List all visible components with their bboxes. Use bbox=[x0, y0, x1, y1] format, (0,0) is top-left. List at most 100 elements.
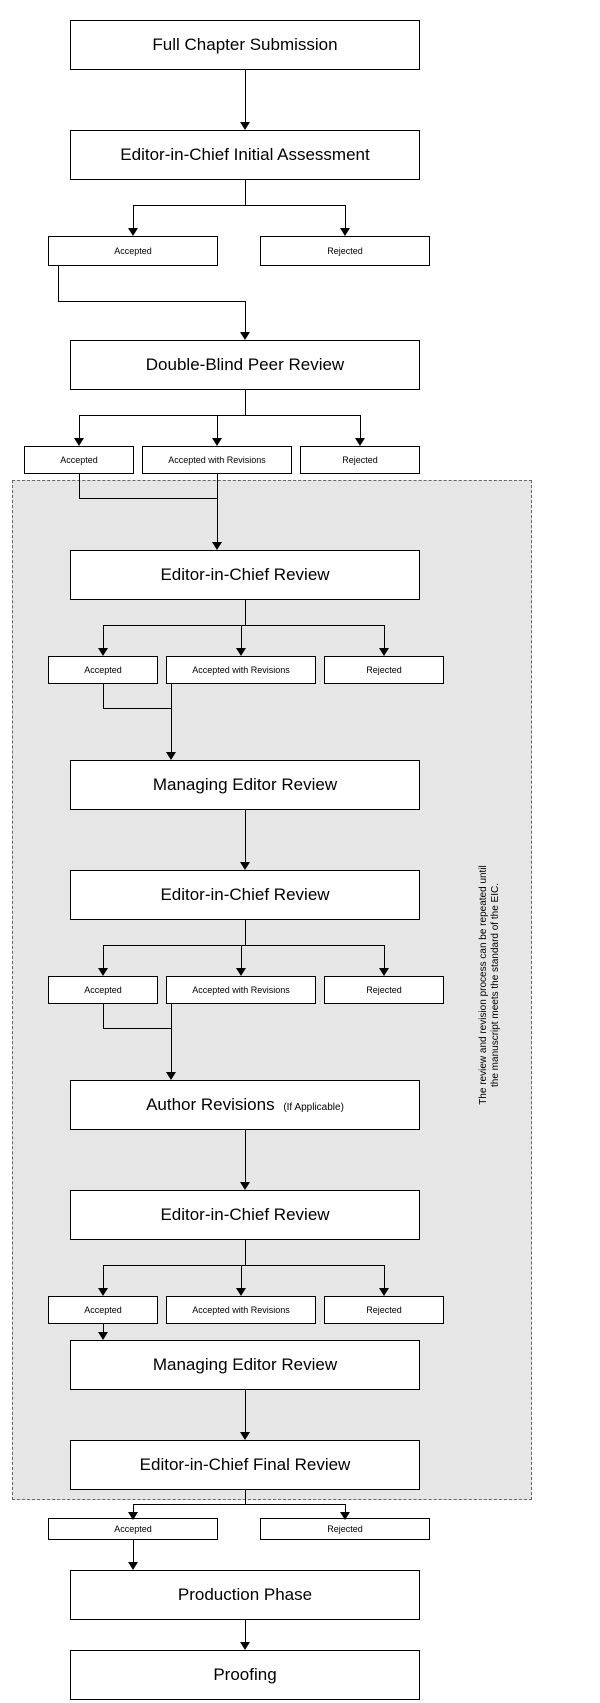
step-10-label: Editor-in-Chief Final Review bbox=[140, 1455, 351, 1475]
step-9-box: Managing Editor Review bbox=[70, 1340, 420, 1390]
conn-accept2-right bbox=[58, 301, 245, 302]
conn-8-b bbox=[241, 1265, 242, 1288]
conn-7-8 bbox=[245, 1130, 246, 1182]
conn-3a-down bbox=[79, 474, 80, 498]
row10-accept-box: Accepted bbox=[48, 1518, 218, 1540]
conn-8-a-head bbox=[98, 1288, 108, 1296]
row2-accept-label: Accepted bbox=[114, 246, 152, 256]
step-7-box: Author Revisions (If Applicable) bbox=[70, 1080, 420, 1130]
conn-8-split-stem bbox=[245, 1240, 246, 1265]
conn-7-8-head bbox=[240, 1182, 250, 1190]
step-4-box: Editor-in-Chief Review bbox=[70, 550, 420, 600]
step-3-label: Double-Blind Peer Review bbox=[146, 355, 344, 375]
conn-accept2-into3 bbox=[245, 301, 246, 332]
conn-3-a bbox=[79, 415, 80, 438]
row3-reject-box: Rejected bbox=[300, 446, 420, 474]
conn-3-c-head bbox=[355, 438, 365, 446]
step-7-note: (If Applicable) bbox=[283, 1102, 344, 1113]
row6-reject-box: Rejected bbox=[324, 976, 444, 1004]
conn-11-12 bbox=[245, 1620, 246, 1642]
step-10-box: Editor-in-Chief Final Review bbox=[70, 1440, 420, 1490]
row4-reject-label: Rejected bbox=[366, 665, 402, 675]
step-1-box: Full Chapter Submission bbox=[70, 20, 420, 70]
step-7-label: Author Revisions bbox=[146, 1095, 275, 1114]
row2-reject-label: Rejected bbox=[327, 246, 363, 256]
row4-revise-label: Accepted with Revisions bbox=[192, 665, 290, 675]
conn-8a-down bbox=[103, 1324, 104, 1332]
conn-4-split-stem bbox=[245, 600, 246, 625]
conn-6-c-head bbox=[379, 968, 389, 976]
row6-revise-box: Accepted with Revisions bbox=[166, 976, 316, 1004]
row6-accept-box: Accepted bbox=[48, 976, 158, 1004]
conn-4-c bbox=[384, 625, 385, 648]
conn-3-b bbox=[217, 415, 218, 438]
row3-reject-label: Rejected bbox=[342, 455, 378, 465]
conn-2-to-accept bbox=[133, 205, 134, 228]
row10-reject-box: Rejected bbox=[260, 1518, 430, 1540]
conn-3-split-stem bbox=[245, 390, 246, 415]
step-6-box: Editor-in-Chief Review bbox=[70, 870, 420, 920]
conn-1-2 bbox=[245, 70, 246, 122]
side-note-line-b: the manuscript meets the standard of the… bbox=[490, 883, 501, 1087]
step-8-label: Editor-in-Chief Review bbox=[160, 1205, 329, 1225]
step-12-box: Proofing bbox=[70, 1650, 420, 1700]
conn-3-a-head bbox=[74, 438, 84, 446]
step-11-label: Production Phase bbox=[178, 1585, 312, 1605]
conn-6-b bbox=[241, 945, 242, 968]
row8-reject-box: Rejected bbox=[324, 1296, 444, 1324]
row8-revise-box: Accepted with Revisions bbox=[166, 1296, 316, 1324]
conn-10-split-bar bbox=[133, 1504, 345, 1505]
conn-3ab-join bbox=[79, 498, 217, 499]
conn-4-split-bar bbox=[103, 625, 384, 626]
conn-9-10 bbox=[245, 1390, 246, 1432]
conn-8-c bbox=[384, 1265, 385, 1288]
conn-4b-down bbox=[171, 684, 172, 708]
conn-3b-down bbox=[217, 474, 218, 498]
conn-6-c bbox=[384, 945, 385, 968]
row4-revise-box: Accepted with Revisions bbox=[166, 656, 316, 684]
step-2-box: Editor-in-Chief Initial Assessment bbox=[70, 130, 420, 180]
conn-8-a bbox=[103, 1265, 104, 1288]
row8-accept-label: Accepted bbox=[84, 1305, 122, 1315]
row8-accept-box: Accepted bbox=[48, 1296, 158, 1324]
conn-2-split-stem bbox=[245, 180, 246, 205]
conn-4ab-into5 bbox=[171, 708, 172, 752]
conn-2-to-reject bbox=[345, 205, 346, 228]
conn-6-a bbox=[103, 945, 104, 968]
conn-4a-down bbox=[103, 684, 104, 708]
conn-5-6 bbox=[245, 810, 246, 862]
step-6-label: Editor-in-Chief Review bbox=[160, 885, 329, 905]
conn-4-b-head bbox=[236, 648, 246, 656]
conn-10a-into11 bbox=[133, 1540, 134, 1562]
conn-4-c-head bbox=[379, 648, 389, 656]
conn-4-a bbox=[103, 625, 104, 648]
conn-11-12-head bbox=[240, 1642, 250, 1650]
conn-6ab-join bbox=[103, 1028, 171, 1029]
conn-6-split-bar bbox=[103, 945, 384, 946]
row2-accept-box: Accepted bbox=[48, 236, 218, 266]
row3-revise-box: Accepted with Revisions bbox=[142, 446, 292, 474]
row8-revise-label: Accepted with Revisions bbox=[192, 1305, 290, 1315]
step-9-label: Managing Editor Review bbox=[153, 1355, 337, 1375]
conn-4ab-join bbox=[103, 708, 171, 709]
conn-3-b-head bbox=[212, 438, 222, 446]
conn-10-split-stem bbox=[245, 1490, 246, 1504]
step-4-label: Editor-in-Chief Review bbox=[160, 565, 329, 585]
step-11-box: Production Phase bbox=[70, 1570, 420, 1620]
conn-9-10-head bbox=[240, 1432, 250, 1440]
conn-3ab-center-head bbox=[212, 542, 222, 550]
conn-2-to-reject-head bbox=[340, 228, 350, 236]
row3-revise-label: Accepted with Revisions bbox=[168, 455, 266, 465]
row3-accept-label: Accepted bbox=[60, 455, 98, 465]
conn-3ab-center-v bbox=[217, 498, 218, 542]
step-1-label: Full Chapter Submission bbox=[152, 35, 337, 55]
conn-10a-into11-head bbox=[128, 1562, 138, 1570]
conn-5-6-head bbox=[240, 862, 250, 870]
row6-accept-label: Accepted bbox=[84, 985, 122, 995]
conn-1-2-head bbox=[240, 122, 250, 130]
row3-accept-box: Accepted bbox=[24, 446, 134, 474]
row2-reject-box: Rejected bbox=[260, 236, 430, 266]
conn-3-split-bar bbox=[79, 415, 360, 416]
conn-6-a-head bbox=[98, 968, 108, 976]
conn-accept2-down bbox=[58, 266, 59, 301]
